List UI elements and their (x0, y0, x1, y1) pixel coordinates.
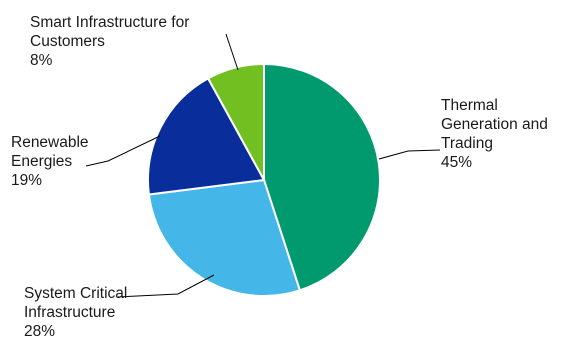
slice-label-thermal-generation-and-trading: Thermal Generation and Trading 45% (441, 97, 548, 171)
slice-percent-label: 45% (441, 154, 472, 171)
slice-name-line: Customers (30, 33, 105, 50)
pie-slice-renewable-energies (147, 76, 266, 196)
leader-lines (85, 33, 441, 298)
leader-line-renewable-energies (85, 135, 161, 167)
slice-name-line: Thermal (441, 97, 498, 114)
slice-name-line: Smart Infrastructure for (30, 14, 189, 31)
pie-slice-smart-infrastructure-for-customers (206, 62, 265, 181)
slice-name-line: Renewable (11, 134, 89, 151)
leader-line-smart-infrastructure-for-customers (225, 33, 239, 71)
leader-line-thermal-generation-and-trading (378, 149, 441, 160)
slice-name-line: Trading (441, 135, 493, 152)
leader-line-system-critical-infrastructure (117, 274, 215, 298)
slice-name-line: Infrastructure (24, 304, 115, 321)
slice-label-smart-infrastructure-for-customers: Smart Infrastructure for Customers 8% (30, 14, 189, 69)
pie-slices (147, 62, 381, 297)
pie-slice-system-critical-infrastructure (147, 178, 302, 297)
slice-label-system-critical-infrastructure: System Critical Infrastructure 28% (24, 285, 127, 340)
slice-name-line: Energies (11, 153, 72, 170)
slice-label-renewable-energies: Renewable Energies 19% (11, 134, 89, 189)
slice-name-line: Generation and (441, 116, 548, 133)
slice-percent-label: 8% (30, 52, 53, 69)
pie-slice-thermal-generation-and-trading (263, 62, 381, 292)
slice-labels: Thermal Generation and Trading 45% System Cr… (11, 14, 548, 340)
slice-percent-label: 19% (11, 172, 42, 189)
slice-percent-label: 28% (24, 323, 55, 340)
slice-name-line: System Critical (24, 285, 127, 302)
